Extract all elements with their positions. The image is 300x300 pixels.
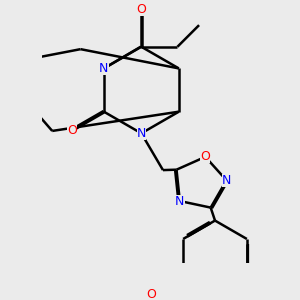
Text: O: O: [67, 124, 77, 136]
Text: N: N: [137, 127, 146, 140]
Text: N: N: [99, 62, 109, 75]
Text: N: N: [175, 194, 184, 208]
Text: O: O: [200, 150, 210, 163]
Text: O: O: [146, 288, 156, 300]
Text: O: O: [136, 4, 146, 16]
Text: N: N: [222, 174, 231, 187]
